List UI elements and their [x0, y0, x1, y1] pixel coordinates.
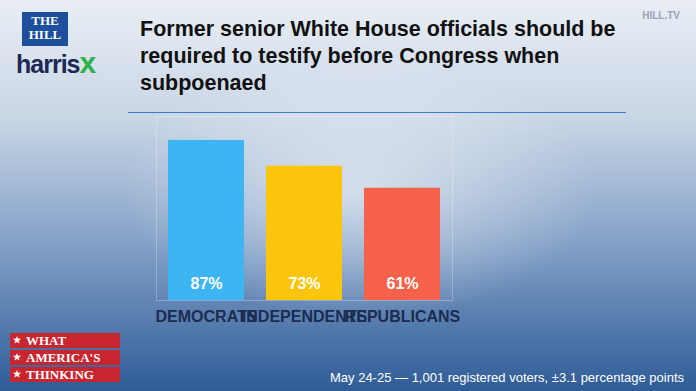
- svg-text:INDEPENDENTS: INDEPENDENTS: [241, 307, 368, 325]
- svg-text:87%: 87%: [190, 275, 222, 292]
- html-text:WHAT: WHAT: [26, 333, 67, 348]
- svg-text:61%: 61%: [386, 275, 418, 292]
- svg-text:REPUBLICANS: REPUBLICANS: [345, 308, 461, 325]
- html-text:AMERICA'S: AMERICA'S: [26, 350, 101, 365]
- html-text:Former senior White House offi: Former senior White House officials shou…: [140, 17, 616, 95]
- svg-text:73%: 73%: [288, 275, 320, 292]
- svg-text:DEMOCRATS: DEMOCRATS: [155, 307, 258, 325]
- html-text:THINKING: THINKING: [26, 367, 94, 382]
- html-text:May 24-25 — 1,001 registered v: May 24-25 — 1,001 registered voters, ±3.…: [330, 370, 684, 385]
- html-text:HILL.TV: HILL.TV: [642, 10, 680, 21]
- html-text:THE: THE: [31, 13, 59, 28]
- html-text:harrisx: harrisx: [16, 46, 96, 79]
- html-text:HILL: HILL: [28, 27, 62, 42]
